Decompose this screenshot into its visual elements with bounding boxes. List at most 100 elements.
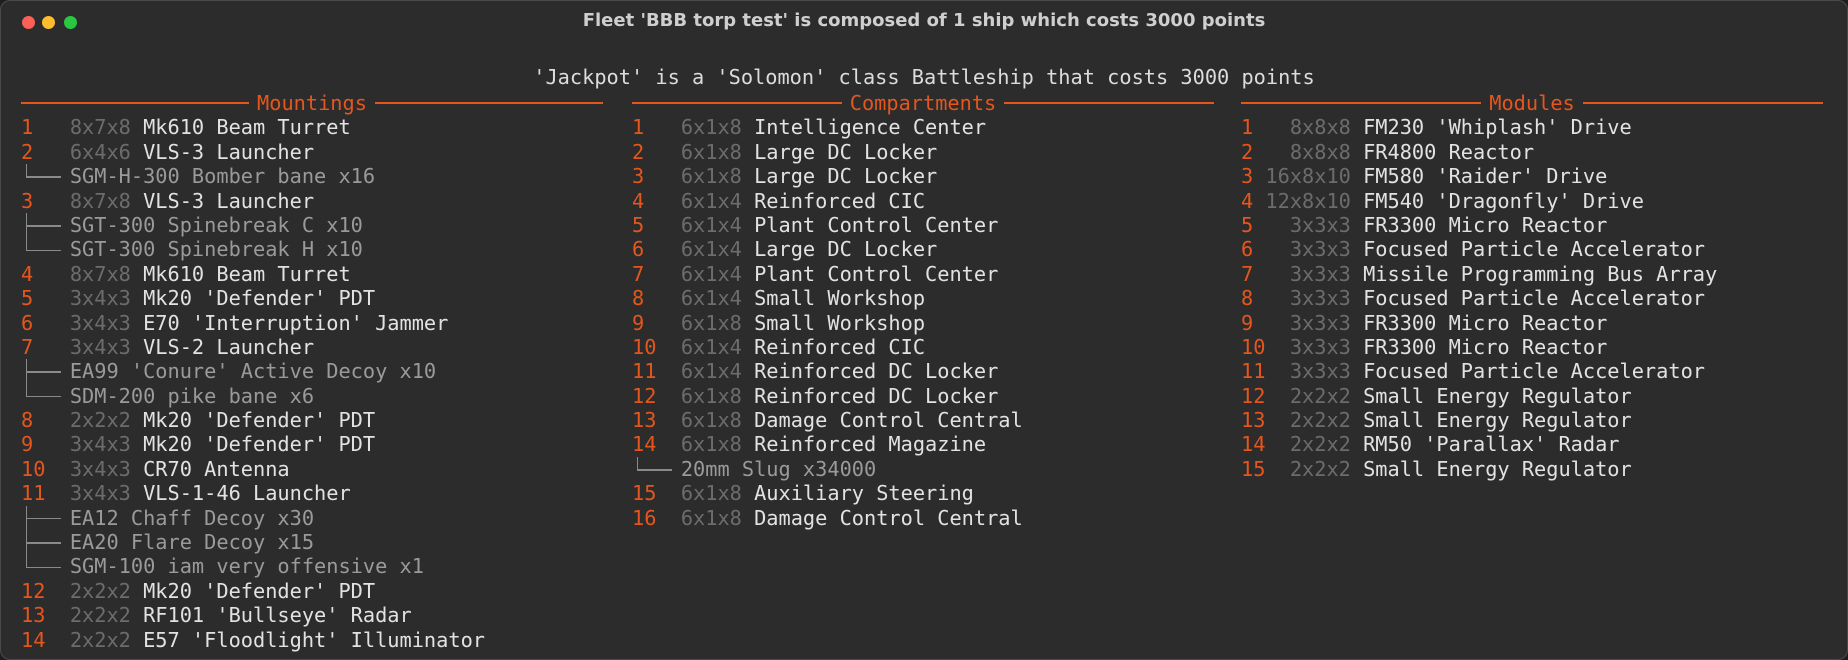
item-name: FR4800 Reactor: [1363, 139, 1535, 164]
item-index: 7: [1241, 261, 1254, 286]
tree-line: [636, 456, 639, 470]
header-rule: [1004, 102, 1214, 105]
item-name: Auxiliary Steering: [754, 481, 974, 506]
item-name: VLS-3 Launcher: [143, 139, 315, 164]
item-size: 2x2x2: [69, 578, 131, 603]
item-index: 11: [21, 481, 46, 506]
item-size: 6x1x4: [680, 261, 742, 286]
item-name: Reinforced Magazine: [754, 432, 987, 457]
close-button[interactable]: [22, 16, 35, 29]
section-title: Compartments: [849, 91, 997, 116]
item-row: 16 6x1x8 Damage Control Central: [632, 506, 1214, 530]
item-name: Focused Particle Accelerator: [1363, 359, 1705, 384]
child-row: SGT-300 Spinebreak H x10: [21, 237, 603, 261]
item-name: Mk20 'Defender' PDT: [143, 286, 376, 311]
child-name: SDM-200 pike bane x6: [69, 383, 315, 408]
item-name: FR3300 Micro Reactor: [1363, 310, 1608, 335]
item-row: 2 8x8x8 FR4800 Reactor: [1241, 140, 1823, 164]
item-row: 5 6x1x4 Plant Control Center: [632, 213, 1214, 237]
item-row: 7 3x3x3 Missile Programming Bus Array: [1241, 262, 1823, 286]
child-row: SDM-200 pike bane x6: [21, 383, 603, 408]
item-name: FR3300 Micro Reactor: [1363, 212, 1608, 237]
item-size: 6x1x8: [680, 139, 742, 164]
header-rule: [1582, 102, 1824, 105]
item-index: 10: [21, 456, 46, 481]
item-size: 6x1x8: [680, 383, 742, 408]
tree-connector: [25, 212, 62, 238]
section-header: Modules: [1241, 91, 1824, 115]
item-index: 6: [1241, 237, 1254, 262]
item-name: Large DC Locker: [754, 139, 938, 164]
item-name: VLS-3 Launcher: [143, 188, 315, 213]
item-row: 5 3x4x3 Mk20 'Defender' PDT: [21, 286, 603, 310]
item-index: 1: [1241, 115, 1254, 140]
item-size: 6x1x4: [680, 286, 742, 311]
item-index: 2: [1241, 139, 1254, 164]
item-size: 3x4x3: [69, 310, 131, 335]
item-size: 8x7x8: [69, 188, 131, 213]
item-size: 2x2x2: [1289, 456, 1351, 481]
zoom-button[interactable]: [64, 16, 77, 29]
item-name: Reinforced CIC: [754, 188, 926, 213]
column: Modules 1 8x8x8 FM230 'Whiplash' Drive 2 8x8x…: [1241, 91, 1824, 481]
tree-line: [25, 566, 62, 569]
item-index: 1: [21, 115, 34, 140]
item-row: 3 8x7x8 VLS-3 Launcher: [21, 189, 603, 213]
item-row: 14 6x1x8 Reinforced Magazine: [632, 432, 1214, 456]
item-size: 8x7x8: [69, 261, 131, 286]
item-index: 15: [1241, 456, 1266, 481]
item-name: VLS-2 Launcher: [143, 334, 315, 359]
child-row: SGM-100 iam very offensive x1: [21, 554, 603, 578]
item-row: 4 6x1x4 Reinforced CIC: [632, 189, 1214, 213]
item-size: 3x4x3: [69, 481, 131, 506]
item-index: 9: [632, 310, 645, 335]
section-header: Mountings: [21, 91, 603, 115]
item-row: 13 2x2x2 Small Energy Regulator: [1241, 408, 1823, 432]
item-name: VLS-1-46 Launcher: [143, 481, 351, 506]
item-name: FM230 'Whiplash' Drive: [1363, 115, 1632, 140]
item-name: Small Workshop: [754, 286, 926, 311]
item-name: Mk610 Beam Turret: [143, 115, 351, 140]
tree-line: [25, 249, 62, 252]
item-name: Small Energy Regulator: [1363, 408, 1632, 433]
item-index: 15: [632, 481, 657, 506]
item-index: 14: [21, 627, 46, 652]
item-row: 8 3x3x3 Focused Particle Accelerator: [1241, 286, 1823, 310]
item-index: 6: [21, 310, 34, 335]
item-name: Intelligence Center: [754, 115, 987, 140]
header-rule: [21, 102, 250, 105]
tree-connector: [25, 554, 62, 578]
item-size: 6x1x8: [680, 310, 742, 335]
item-row: 12 6x1x8 Reinforced DC Locker: [632, 384, 1214, 408]
item-size: 6x4x6: [69, 139, 131, 164]
item-row: 5 3x3x3 FR3300 Micro Reactor: [1241, 213, 1823, 237]
child-row: SGM-H-300 Bomber bane x16: [21, 164, 603, 188]
item-row: 9 3x4x3 Mk20 'Defender' PDT: [21, 432, 603, 456]
item-size: 3x3x3: [1289, 334, 1351, 359]
item-size: 6x1x8: [680, 408, 742, 433]
tree-connector: [25, 359, 62, 384]
item-size: 12x8x10: [1265, 188, 1351, 213]
item-size: 6x1x8: [680, 115, 742, 140]
item-name: E57 'Floodlight' Illuminator: [143, 627, 485, 652]
item-name: Reinforced DC Locker: [754, 383, 999, 408]
item-row: 2 6x4x6 VLS-3 Launcher: [21, 140, 603, 164]
item-name: Damage Control Central: [754, 408, 1023, 433]
item-index: 10: [632, 334, 657, 359]
item-size: 3x4x3: [69, 432, 131, 457]
item-index: 14: [632, 432, 657, 457]
child-row: 20mm Slug x34000: [632, 456, 1214, 481]
item-size: 2x2x2: [69, 408, 131, 433]
item-name: FM540 'Dragonfly' Drive: [1363, 188, 1644, 213]
item-size: 6x1x8: [680, 481, 742, 506]
item-name: FR3300 Micro Reactor: [1363, 334, 1608, 359]
item-row: 13 6x1x8 Damage Control Central: [632, 408, 1214, 432]
item-size: 6x1x4: [680, 237, 742, 262]
item-name: RM50 'Parallax' Radar: [1363, 432, 1620, 457]
child-name: EA12 Chaff Decoy x30: [69, 505, 315, 530]
tree-line: [25, 517, 62, 520]
item-index: 3: [1241, 164, 1254, 189]
item-index: 9: [1241, 310, 1254, 335]
minimize-button[interactable]: [42, 16, 55, 29]
